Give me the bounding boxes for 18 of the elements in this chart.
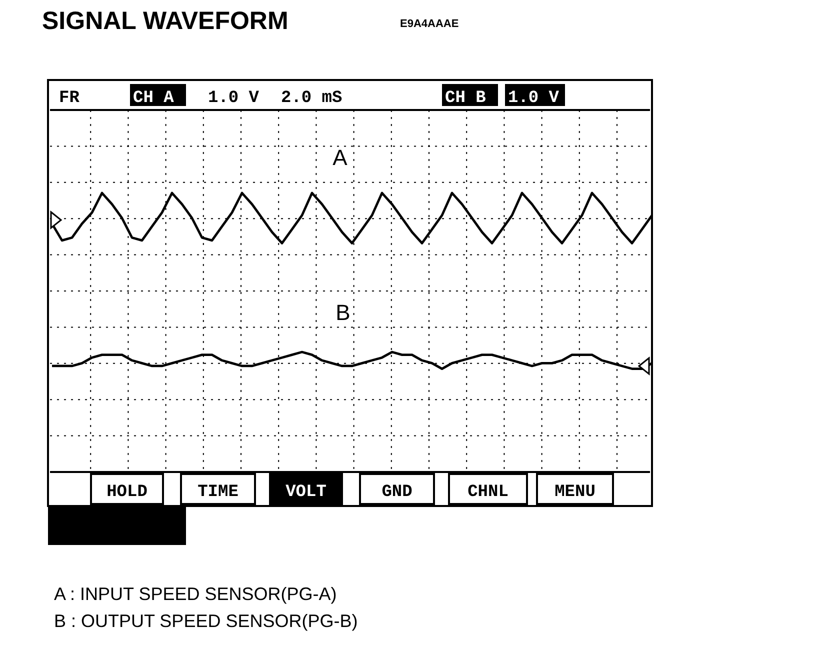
chart-title: SIGNAL WAVEFORM (42, 7, 288, 35)
text: A : INPUT SPEED SENSOR(PG-A) (54, 584, 337, 604)
button: HOLD (90, 473, 164, 505)
text: 1.0 V (208, 89, 260, 108)
button: VOLT (269, 473, 343, 505)
text: CH A (133, 89, 175, 108)
button: MENU (536, 473, 614, 505)
text: FR (59, 89, 80, 108)
chart-subtitle: E9A4AAAE (400, 18, 459, 30)
button: TIME (180, 473, 256, 505)
text: 2.0 mS (281, 89, 342, 108)
button: CHNL (448, 473, 528, 505)
series-label: A (332, 145, 348, 170)
button: GND (359, 473, 435, 505)
text: CH B (445, 89, 486, 108)
text: 1.0 V (508, 89, 560, 108)
text: B : OUTPUT SPEED SENSOR(PG-B) (54, 611, 358, 631)
series-label: B (336, 300, 350, 325)
